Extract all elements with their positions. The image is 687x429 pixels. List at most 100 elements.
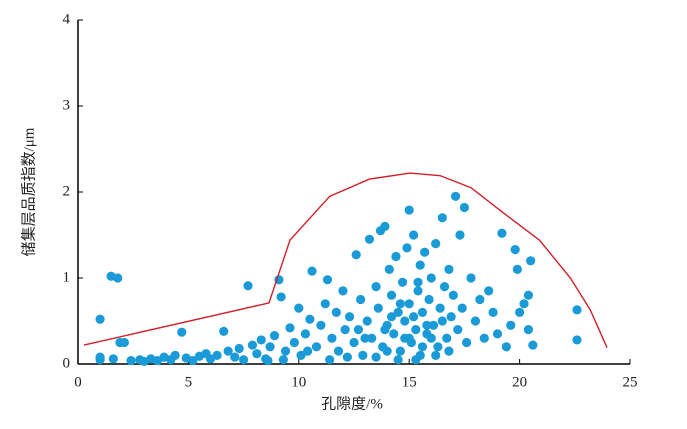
scatter-point [424, 294, 434, 305]
scatter-point [364, 234, 375, 244]
scatter-point [422, 320, 432, 330]
scatter-point [358, 350, 368, 360]
scatter-point [384, 264, 394, 274]
scatter-point [466, 273, 476, 283]
scatter-point [340, 325, 350, 335]
scatter-point [380, 325, 390, 335]
scatter-point [333, 346, 344, 356]
scatter-point [501, 342, 511, 352]
scatter-point [356, 294, 366, 305]
scatter-point [386, 290, 397, 300]
scatter-point [263, 355, 273, 366]
scatter-point [462, 337, 472, 348]
scatter-point [479, 333, 489, 343]
scatter-point [280, 346, 291, 356]
scatter-point [243, 281, 253, 291]
scatter-point [386, 312, 397, 322]
scatter-point [316, 320, 326, 330]
scatter-point [426, 333, 436, 343]
scatter-point [247, 340, 258, 350]
scatter-point [395, 299, 405, 309]
scatter-point [428, 320, 439, 330]
scatter-point [239, 355, 249, 365]
scatter-point [177, 327, 187, 337]
scatter-point [446, 312, 456, 322]
scatter-point [431, 350, 441, 360]
scatter-point [409, 230, 419, 240]
scatter-point [512, 264, 522, 274]
scatter-point [448, 290, 458, 300]
scatter-point [331, 307, 341, 317]
y-tick-label: 4 [63, 11, 71, 27]
scatter-point [391, 251, 401, 262]
x-tick-label: 10 [291, 374, 306, 390]
x-tick-label: 0 [74, 374, 82, 390]
y-tick-label: 2 [63, 183, 71, 199]
scatter-point [417, 342, 428, 352]
scatter-point [95, 314, 105, 324]
scatter-point [360, 333, 370, 343]
scatter-point [188, 355, 198, 366]
scatter-point [519, 299, 529, 309]
scatter-point [367, 333, 377, 343]
scatter-point [389, 329, 399, 339]
scatter-point [431, 239, 441, 249]
scatter-point [351, 250, 361, 260]
scatter-point [488, 307, 498, 317]
scatter-point [311, 342, 322, 352]
scatter-point [402, 243, 412, 253]
scatter-point [126, 355, 136, 366]
scatter-point [307, 266, 317, 276]
scatter-point [444, 346, 454, 356]
x-tick-label: 20 [512, 374, 527, 390]
scatter-point [338, 286, 348, 296]
scatter-point [426, 273, 436, 283]
x-tick-label: 25 [623, 374, 638, 390]
scatter-point [404, 333, 414, 343]
scatter-point [362, 316, 372, 326]
y-tick-label: 1 [63, 269, 71, 285]
scatter-point [344, 312, 355, 322]
scatter-point [417, 307, 428, 317]
y-tick-label: 0 [63, 355, 71, 371]
scatter-point [212, 350, 222, 360]
scatter-point [256, 335, 266, 345]
scatter-point [95, 352, 105, 362]
scatter-point [303, 346, 313, 356]
scatter-point [420, 247, 430, 257]
scatter-point [219, 326, 229, 336]
scatter-point [269, 331, 280, 341]
scatter-point [397, 277, 408, 287]
scatter-point [515, 307, 525, 317]
x-tick-label: 5 [185, 374, 193, 390]
scatter-point [455, 230, 465, 240]
scatter-point [435, 303, 445, 313]
scatter-point [382, 346, 392, 356]
scatter-point [526, 256, 536, 266]
scatter-point [404, 299, 414, 309]
scatter-point [371, 282, 381, 292]
scatter-point [400, 316, 410, 326]
scatter-point [444, 264, 454, 274]
scatter-point [411, 355, 421, 365]
scatter-point [457, 303, 467, 313]
scatter-point [230, 352, 240, 362]
scatter-point [492, 329, 503, 339]
scatter-point [433, 342, 443, 352]
x-tick-label: 15 [402, 374, 417, 390]
scatter-point [170, 350, 180, 360]
scatter-point [289, 337, 299, 348]
scatter-point [278, 355, 288, 365]
scatter-point [349, 337, 359, 348]
scatter-point [276, 292, 286, 302]
scatter-point [459, 202, 469, 213]
scatter-point [294, 303, 304, 313]
scatter-point [484, 286, 494, 296]
scatter-point [371, 352, 381, 362]
scatter-point [437, 316, 447, 326]
scatter-point [300, 329, 311, 339]
scatter-point [572, 305, 582, 315]
scatter-point [296, 350, 306, 360]
scatter-point [528, 340, 538, 350]
scatter-point [252, 349, 262, 359]
